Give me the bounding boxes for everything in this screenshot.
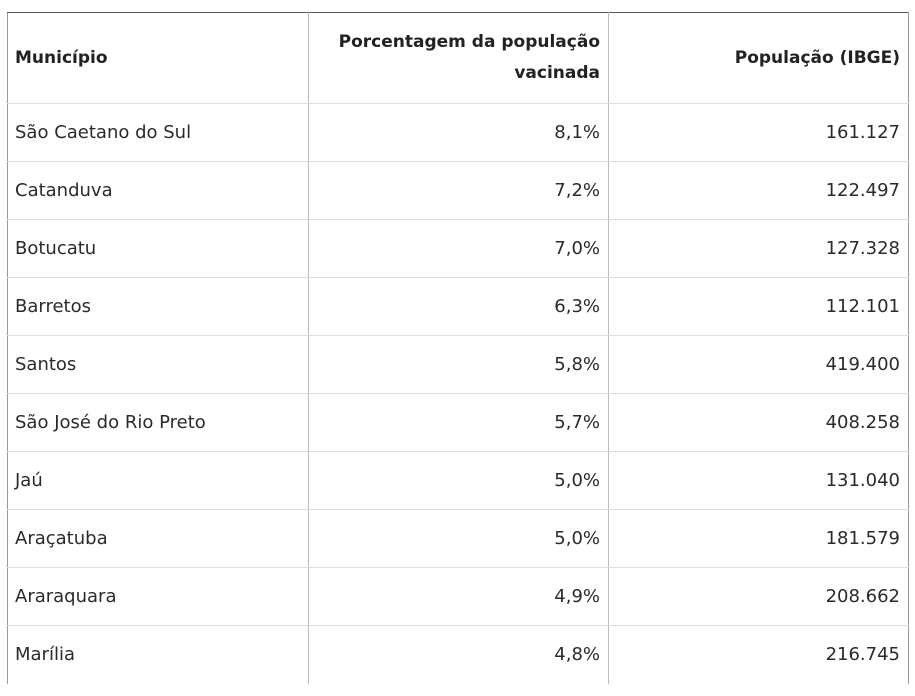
cell-porcentagem: 5,0% — [308, 509, 609, 568]
table-body: São Caetano do Sul 8,1% 161.127 Catanduv… — [7, 103, 909, 684]
table-row: Araçatuba 5,0% 181.579 — [7, 509, 909, 568]
cell-populacao: 216.745 — [825, 644, 900, 666]
table-row: Barretos 6,3% 112.101 — [7, 277, 909, 336]
table-row: Jaú 5,0% 131.040 — [7, 451, 909, 510]
cell-porcentagem: 5,0% — [308, 451, 609, 510]
cell-populacao: 408.258 — [608, 393, 909, 452]
table-row: São José do Rio Preto 5,7% 408.258 — [7, 393, 909, 452]
table-row: Araraquara 4,9% 208.662 — [7, 567, 909, 626]
table-row: Botucatu 7,0% 127.328 — [7, 219, 909, 278]
cell-populacao: 122.497 — [608, 161, 909, 220]
cell-municipio: São Caetano do Sul — [7, 103, 309, 162]
cell-municipio: Araçatuba — [7, 509, 309, 568]
cell-municipio: Marília — [7, 625, 309, 684]
cell-porcentagem: 4,9% — [308, 567, 609, 626]
table-row: Marília 4,8% 216.745 — [7, 625, 909, 684]
cell-porcentagem: 5,8% — [308, 335, 609, 394]
table-row: Santos 5,8% 419.400 — [7, 335, 909, 394]
cell-municipio: Catanduva — [7, 161, 309, 220]
table-row: Catanduva 7,2% 122.497 — [7, 161, 909, 220]
cell-populacao: 161.127 — [608, 103, 909, 162]
header-municipio: Município — [7, 12, 309, 104]
cell-municipio: Santos — [7, 335, 309, 394]
cell-porcentagem: 5,7% — [308, 393, 609, 452]
cell-populacao: 181.579 — [608, 509, 909, 568]
cell-porcentagem: 7,0% — [308, 219, 609, 278]
header-porcentagem: Porcentagem da população vacinada — [308, 12, 609, 104]
cell-municipio: Botucatu — [7, 219, 309, 278]
cell-porcentagem: 7,2% — [308, 161, 609, 220]
cell-populacao: 112.101 — [608, 277, 909, 336]
cell-porcentagem: 4,8% — [308, 625, 609, 684]
vaccination-table: Município Porcentagem da população vacin… — [7, 12, 909, 684]
cell-municipio: Barretos — [7, 277, 309, 336]
header-row: Município Porcentagem da população vacin… — [7, 12, 909, 104]
cell-porcentagem: 6,3% — [308, 277, 609, 336]
cell-municipio: Araraquara — [7, 567, 309, 626]
cell-populacao: 131.040 — [608, 451, 909, 510]
table-header: Município Porcentagem da população vacin… — [7, 12, 909, 104]
cell-porcentagem: 8,1% — [308, 103, 609, 162]
table-row: São Caetano do Sul 8,1% 161.127 — [7, 103, 909, 162]
cell-municipio: Jaú — [7, 451, 309, 510]
header-populacao: População (IBGE) — [608, 12, 909, 104]
cell-populacao: 208.662 — [608, 567, 909, 626]
cell-populacao: 419.400 — [608, 335, 909, 394]
cell-municipio: São José do Rio Preto — [7, 393, 309, 452]
cell-populacao: 127.328 — [608, 219, 909, 278]
